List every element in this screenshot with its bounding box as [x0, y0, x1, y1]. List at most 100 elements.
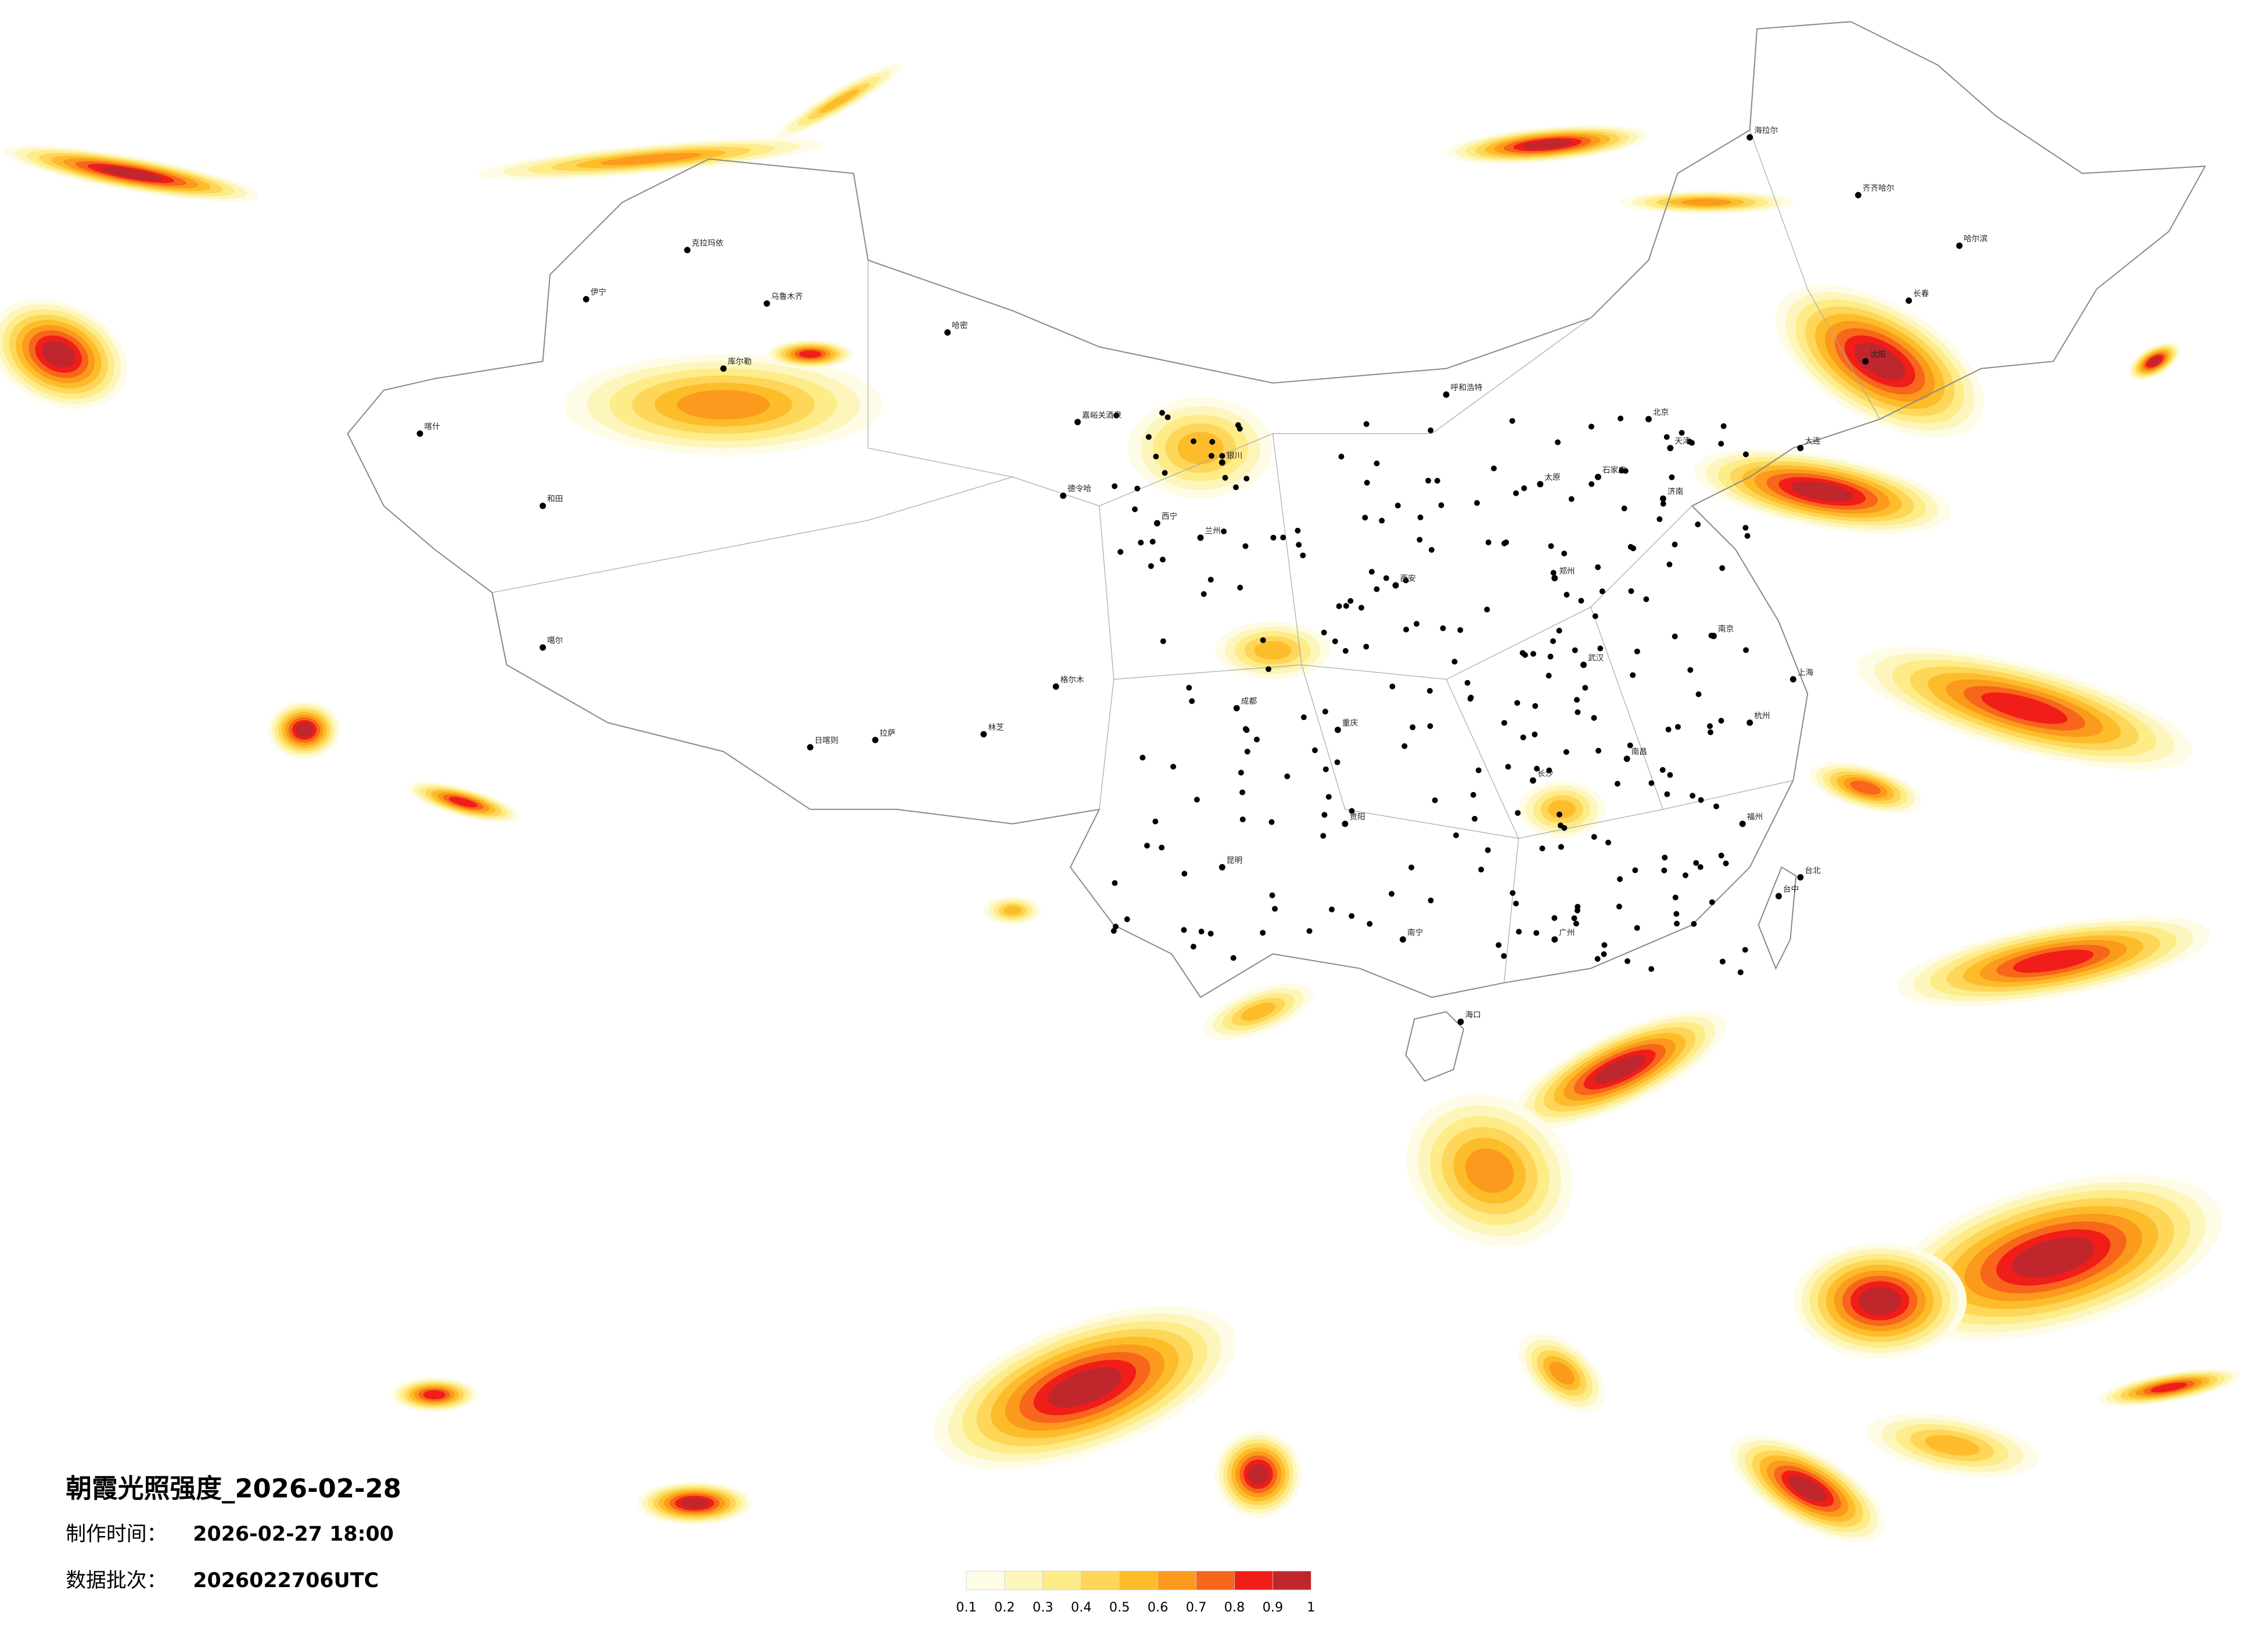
station-dot [1260, 930, 1266, 936]
intensity-area [1854, 343, 1906, 380]
city-label: 贵阳 [1349, 812, 1365, 822]
station-dot [1417, 515, 1424, 520]
colorbar-box [1119, 1571, 1158, 1591]
colorbar-tick-label: 1 [1307, 1600, 1315, 1615]
station-dot [1659, 767, 1666, 773]
station-dot [1221, 528, 1227, 535]
station-dot [1336, 603, 1342, 609]
city-label: 北京 [1653, 408, 1669, 417]
station-dot [1403, 577, 1409, 584]
city-label: 兰州 [1205, 526, 1220, 535]
intensity-area [41, 340, 76, 368]
station-dot [1242, 726, 1249, 732]
city-label: 广州 [1559, 928, 1575, 937]
city-label: 噶尔 [547, 636, 563, 646]
station-dot [1230, 955, 1237, 961]
station-dot [1414, 621, 1419, 627]
station-dot [1709, 899, 1715, 905]
station-dot [1112, 483, 1118, 490]
station-dot [1132, 506, 1138, 512]
station-dot [1332, 638, 1338, 645]
station-dot [1362, 515, 1368, 521]
city-label: 台中 [1783, 885, 1799, 894]
colorbar-tick-label: 0.4 [1071, 1600, 1092, 1615]
station-dot [1573, 920, 1579, 927]
city-label: 南京 [1718, 625, 1734, 634]
station-dot [1269, 892, 1275, 898]
station-dot [1742, 524, 1749, 531]
station-dot [1509, 418, 1515, 424]
city-dot [1775, 893, 1782, 900]
city-dot [1233, 705, 1240, 712]
station-dot [1140, 754, 1146, 761]
station-dot [1718, 441, 1724, 447]
colorbar-box [1273, 1571, 1311, 1591]
station-dot [1515, 810, 1521, 816]
station-dot [1690, 793, 1696, 799]
city-label: 长沙 [1537, 769, 1554, 779]
city-label: 银川 [1227, 451, 1242, 461]
station-dot [1547, 653, 1554, 660]
intensity-area [1850, 780, 1881, 795]
city-dot [720, 365, 727, 372]
colorbar-box [1158, 1571, 1196, 1591]
station-dot [1643, 596, 1649, 602]
station-dot [1181, 870, 1188, 877]
station-dot [1426, 688, 1433, 694]
station-dot [1592, 613, 1598, 620]
city-dot [1862, 358, 1869, 365]
station-dot [1521, 485, 1527, 491]
station-dot [1427, 723, 1433, 729]
station-dot [1627, 742, 1633, 749]
station-dot [1408, 864, 1415, 870]
station-dot [1539, 845, 1545, 851]
station-dot [1594, 956, 1601, 962]
station-dot [1673, 911, 1680, 917]
station-dot [1695, 691, 1702, 697]
station-dot [1513, 490, 1519, 497]
city-label: 上海 [1798, 668, 1814, 677]
station-dot [1546, 767, 1552, 774]
city-dot [684, 247, 691, 254]
station-dot [1588, 423, 1594, 430]
station-dot [1270, 534, 1277, 541]
intensity-area [1594, 1055, 1646, 1084]
station-dot [1363, 421, 1370, 427]
station-dot [1616, 904, 1622, 910]
city-dot [763, 300, 770, 307]
station-dot [1474, 500, 1480, 506]
intensity-area [1925, 1435, 1980, 1456]
station-dot [1597, 645, 1604, 652]
station-dot [1667, 772, 1673, 778]
china-outline [347, 21, 2206, 998]
station-dot [1321, 812, 1328, 818]
station-dot [1181, 927, 1187, 933]
station-dot [1242, 543, 1249, 549]
provincial-borders [492, 129, 1881, 983]
intensity-area [2013, 949, 2094, 973]
station-dot [1149, 538, 1156, 545]
city-label: 海口 [1465, 1010, 1480, 1020]
station-dot [1630, 672, 1636, 678]
intensity-field [0, 63, 2241, 1542]
station-dot [1575, 709, 1581, 715]
station-dot [1367, 920, 1373, 927]
station-dot [1153, 454, 1159, 460]
colorbar-box [1004, 1571, 1044, 1591]
station-dot [1591, 834, 1597, 840]
station-dot [1364, 480, 1370, 486]
station-dot [1470, 792, 1476, 798]
station-dot [1687, 667, 1694, 673]
intensity-area [799, 350, 822, 358]
intensity-area [819, 89, 860, 113]
city-dot [583, 296, 590, 303]
station-dot [1410, 724, 1416, 731]
station-dot [1719, 565, 1726, 571]
station-dot [1159, 409, 1165, 416]
city-dot [1342, 821, 1349, 828]
station-dot [1496, 942, 1502, 948]
intensity-area [1548, 800, 1576, 819]
station-dot [1110, 928, 1117, 934]
station-dot [1201, 591, 1207, 597]
city-label: 哈密 [952, 321, 968, 330]
